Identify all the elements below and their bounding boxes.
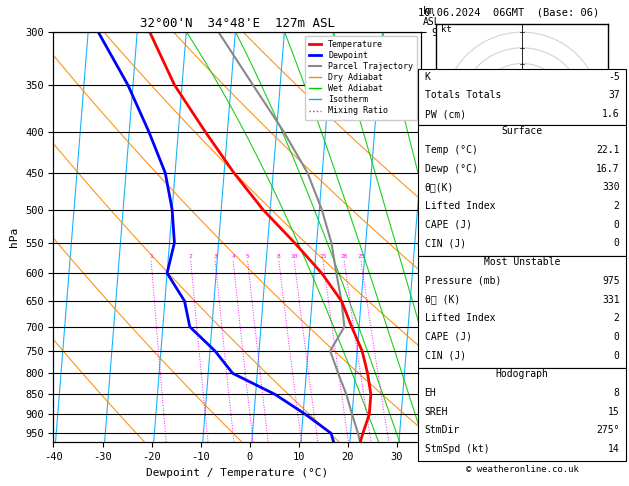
Text: -5: -5: [608, 72, 620, 82]
Text: 0: 0: [614, 350, 620, 361]
Text: 1: 1: [149, 254, 153, 259]
Text: Lifted Index: Lifted Index: [425, 313, 495, 323]
Text: 22.1: 22.1: [596, 145, 620, 155]
Text: 3: 3: [213, 254, 217, 259]
Text: 4: 4: [231, 254, 235, 259]
Text: 15: 15: [320, 254, 327, 259]
Text: StmSpd (kt): StmSpd (kt): [425, 444, 489, 454]
Bar: [418, 368, 626, 461]
Text: 16.7: 16.7: [596, 164, 620, 174]
Text: Surface: Surface: [501, 126, 543, 137]
Text: Totals Totals: Totals Totals: [425, 90, 501, 101]
Bar: [418, 256, 626, 368]
Text: 975: 975: [602, 276, 620, 286]
Text: CIN (J): CIN (J): [425, 239, 465, 248]
Text: Hodograph: Hodograph: [496, 369, 548, 379]
Bar: [418, 69, 626, 125]
Text: StmDir: StmDir: [425, 425, 460, 435]
Text: 20: 20: [340, 254, 348, 259]
Text: SREH: SREH: [425, 406, 448, 417]
Text: 25: 25: [357, 254, 365, 259]
Text: Most Unstable: Most Unstable: [484, 257, 560, 267]
Text: 5: 5: [246, 254, 250, 259]
Text: θᴄ (K): θᴄ (K): [425, 295, 460, 305]
Text: CIN (J): CIN (J): [425, 350, 465, 361]
Text: 10.06.2024  06GMT  (Base: 06): 10.06.2024 06GMT (Base: 06): [418, 7, 599, 17]
Text: 8: 8: [614, 388, 620, 398]
Text: 10: 10: [291, 254, 298, 259]
Text: 0: 0: [614, 239, 620, 248]
Text: CAPE (J): CAPE (J): [425, 220, 472, 230]
Text: Dewp (°C): Dewp (°C): [425, 164, 477, 174]
Text: 331: 331: [602, 295, 620, 305]
Text: km
ASL: km ASL: [423, 6, 441, 27]
X-axis label: Dewpoint / Temperature (°C): Dewpoint / Temperature (°C): [147, 468, 328, 478]
Text: 0: 0: [614, 220, 620, 230]
Text: 14: 14: [608, 444, 620, 454]
Text: 1.6: 1.6: [602, 109, 620, 119]
Text: 0: 0: [614, 332, 620, 342]
Y-axis label: Mixing Ratio (g/kg): Mixing Ratio (g/kg): [440, 186, 448, 288]
Text: θᴄ(K): θᴄ(K): [425, 182, 454, 192]
Text: PW (cm): PW (cm): [425, 109, 465, 119]
Text: 50: 50: [440, 113, 448, 118]
Text: 2: 2: [189, 254, 192, 259]
Text: K: K: [425, 72, 430, 82]
Title: 32°00'N  34°48'E  127m ASL: 32°00'N 34°48'E 127m ASL: [140, 17, 335, 31]
Text: Pressure (mb): Pressure (mb): [425, 276, 501, 286]
Text: kt: kt: [440, 25, 451, 34]
Legend: Temperature, Dewpoint, Parcel Trajectory, Dry Adiabat, Wet Adiabat, Isotherm, Mi: Temperature, Dewpoint, Parcel Trajectory…: [305, 36, 417, 120]
Text: 40: 40: [455, 113, 462, 118]
Text: EH: EH: [425, 388, 437, 398]
Text: © weatheronline.co.uk: © weatheronline.co.uk: [465, 465, 579, 473]
Text: 10: 10: [500, 113, 507, 118]
Bar: [418, 125, 626, 256]
Text: Lifted Index: Lifted Index: [425, 201, 495, 211]
Text: 2: 2: [614, 201, 620, 211]
Text: 37: 37: [608, 90, 620, 101]
Text: 8: 8: [277, 254, 281, 259]
Text: 15: 15: [608, 406, 620, 417]
Text: 30: 30: [470, 113, 477, 118]
Text: LCL: LCL: [425, 425, 441, 434]
Text: 330: 330: [602, 182, 620, 192]
Text: 275°: 275°: [596, 425, 620, 435]
Text: 2: 2: [614, 313, 620, 323]
Text: CAPE (J): CAPE (J): [425, 332, 472, 342]
Text: 20: 20: [485, 113, 493, 118]
Text: Temp (°C): Temp (°C): [425, 145, 477, 155]
Y-axis label: hPa: hPa: [9, 227, 19, 247]
